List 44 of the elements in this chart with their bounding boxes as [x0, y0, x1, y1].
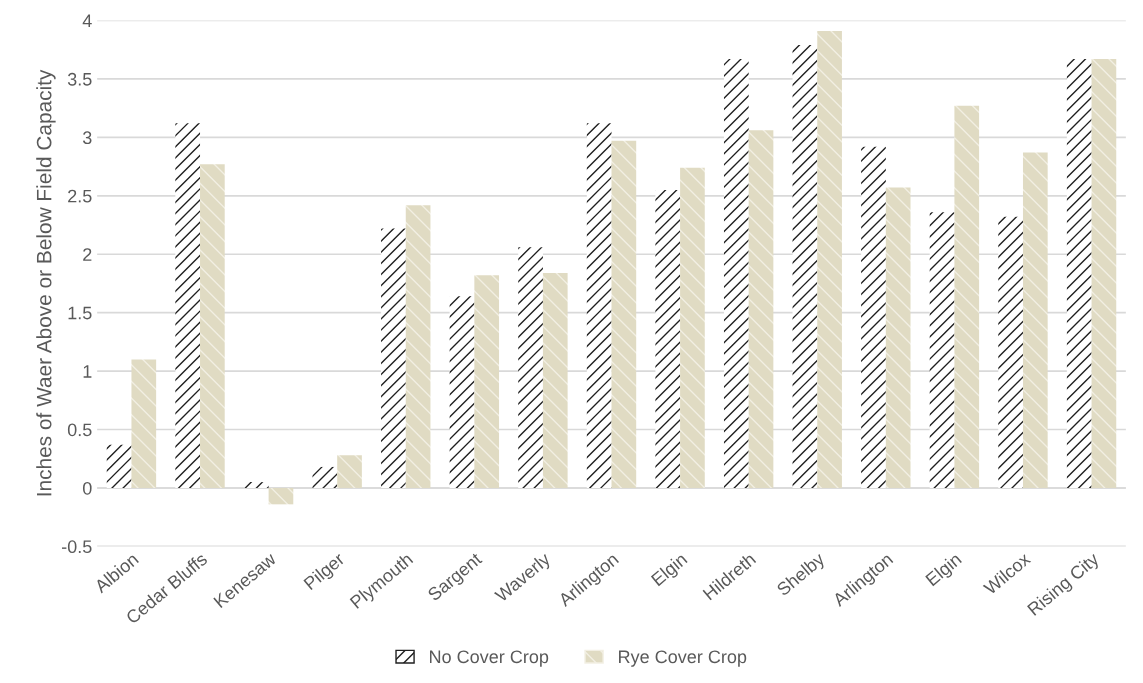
bar — [1066, 59, 1092, 488]
bar — [998, 216, 1023, 488]
bar — [312, 466, 338, 488]
bar — [449, 296, 475, 488]
bar — [611, 140, 637, 488]
x-tick-label: Elgin — [650, 552, 691, 590]
y-tick-label: 3 — [82, 131, 92, 145]
bar — [200, 164, 225, 488]
bar — [381, 228, 406, 488]
bar — [586, 123, 612, 488]
y-tick-label: -0.5 — [61, 540, 92, 554]
legend-label: No Cover Crop — [430, 650, 549, 667]
bar — [792, 45, 818, 488]
y-axis-title: Inches of Waer Above or Below Field Capacity — [36, 69, 56, 496]
y-tick-label: 2.5 — [68, 189, 92, 203]
y-tick-label: 0 — [82, 481, 92, 495]
bar — [474, 275, 500, 488]
legend-label: Rye Cover Crop — [619, 650, 747, 667]
bar — [268, 487, 294, 505]
bar — [518, 247, 543, 488]
bar — [885, 187, 911, 488]
y-tick-label: 1 — [83, 365, 92, 378]
bar — [655, 189, 681, 488]
bar — [680, 167, 705, 488]
bar — [542, 272, 568, 488]
bar — [405, 205, 431, 488]
bar — [723, 59, 749, 488]
bar — [929, 212, 955, 488]
bar — [175, 123, 201, 488]
y-tick-label: 0.5 — [67, 423, 92, 437]
bar — [954, 105, 980, 488]
bar — [106, 444, 132, 488]
bar — [337, 455, 362, 488]
bar — [131, 359, 157, 488]
bar — [243, 482, 269, 488]
y-tick-label: 1.5 — [68, 306, 92, 320]
bar — [1022, 152, 1048, 488]
bar — [817, 31, 842, 488]
bar — [861, 146, 886, 488]
y-tick-label: 2 — [83, 248, 92, 261]
bar — [1091, 59, 1117, 488]
bar — [748, 130, 774, 488]
y-tick-label: 3.5 — [67, 72, 92, 86]
y-tick-label: 4 — [82, 14, 92, 28]
